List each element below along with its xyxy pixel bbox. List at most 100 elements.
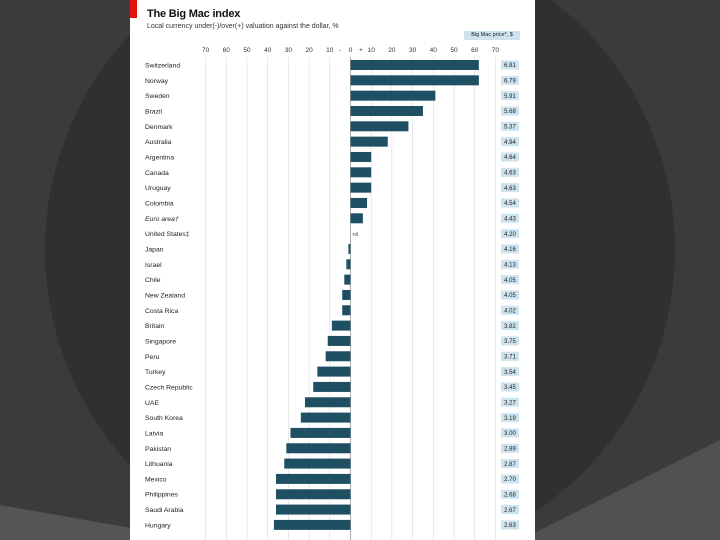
price-label: 4.63 [504,171,516,177]
price-box [501,520,519,530]
bar [350,167,372,178]
bar [350,197,368,208]
x-tick-label: 70 [202,47,210,54]
bar [346,259,351,270]
price-box [501,121,519,131]
price-box [501,505,519,515]
bar [275,504,351,515]
country-label: Hungary [145,522,171,529]
price-box [501,428,519,438]
price-label: 2.67 [504,508,516,514]
bar [350,60,479,70]
bar-chart: 70 60 50 40 30 20 10-0 +10 20 30 40 50 60 70Switzerla… [145,47,519,540]
bar [273,519,351,530]
price-box [501,397,519,407]
chart-panel: The Big Mac index Local currency under(-… [130,0,535,540]
chart-title: The Big Mac index [147,8,241,20]
bar [331,320,351,331]
price-label: 3.82 [504,324,516,330]
x-tick-label: 0 [349,47,353,54]
price-label: 2.63 [504,523,516,529]
country-label: Saudi Arabia [145,507,184,514]
price-label: 3.00 [504,431,516,437]
x-tick-label: 50 [450,47,458,54]
price-box [501,183,519,193]
x-tick-label: 70 [492,47,500,54]
country-label: Switzerland [145,63,180,70]
price-label: 4.43 [504,217,516,223]
x-tick-label: 10 [368,47,376,54]
price-label: 4.02 [504,308,516,314]
country-label: Mexico [145,476,167,483]
x-tick-label: - [339,47,341,54]
price-box [501,198,519,208]
country-label: Singapore [145,338,176,345]
bar [317,366,351,377]
price-label: 3.19 [504,416,516,422]
price-box [501,91,519,101]
country-label: Japan [145,246,164,253]
country-label: New Zealand [145,292,185,299]
x-tick-label: + [359,47,363,54]
x-tick-label: 40 [430,47,438,54]
country-label: Peru [145,354,160,361]
price-box [501,75,519,85]
country-label: Philippines [145,492,178,499]
chart-subtitle: Local currency under(-)/over(+) valuatio… [147,23,339,30]
bar [344,274,351,285]
x-tick-label: 30 [409,47,417,54]
price-box [501,229,519,239]
bar [350,182,372,193]
price-label: 4.94 [504,140,516,146]
price-box [501,213,519,223]
country-label: Euro area† [145,216,179,223]
price-box [501,321,519,331]
bar [325,351,351,362]
bar [284,458,351,469]
country-label: Czech Republic [145,384,193,391]
price-label: 4.05 [504,278,516,284]
country-label: Turkey [145,369,166,376]
zero-value-label: nil [353,232,359,238]
price-label: 4.20 [504,232,516,238]
x-tick-label: 60 [471,47,479,54]
price-box [501,244,519,254]
bar [300,412,351,423]
price-label: 3.27 [504,400,516,406]
price-label: 3.75 [504,339,516,345]
bar [275,489,351,500]
price-box [501,474,519,484]
price-label: 5.91 [504,94,516,100]
price-box [501,443,519,453]
price-box [501,382,519,392]
bar [313,381,351,392]
country-label: Uruguay [145,185,171,192]
price-label: 6.79 [504,79,516,85]
price-box [501,336,519,346]
price-label: 4.13 [504,262,516,268]
country-label: Sweden [145,93,170,100]
country-label: Britain [145,323,164,330]
bar [350,105,423,116]
country-label: Australia [145,139,172,146]
bar [350,136,388,147]
price-box [501,489,519,499]
price-box [501,167,519,177]
country-label: Costa Rica [145,308,178,315]
price-box [501,305,519,315]
bar [350,121,409,132]
x-tick-label: 20 [388,47,396,54]
price-label: 4.63 [504,186,516,192]
price-label: 3.54 [504,370,516,376]
price-box [501,259,519,269]
price-label: 5.68 [504,109,516,115]
country-label: UAE [145,400,159,407]
price-box [501,152,519,162]
x-tick-label: 30 [285,47,293,54]
price-label: 2.87 [504,462,516,468]
price-label: 2.70 [504,477,516,483]
price-box [501,106,519,116]
country-label: Colombia [145,200,174,207]
bar [290,427,351,438]
country-label: Pakistan [145,446,171,453]
